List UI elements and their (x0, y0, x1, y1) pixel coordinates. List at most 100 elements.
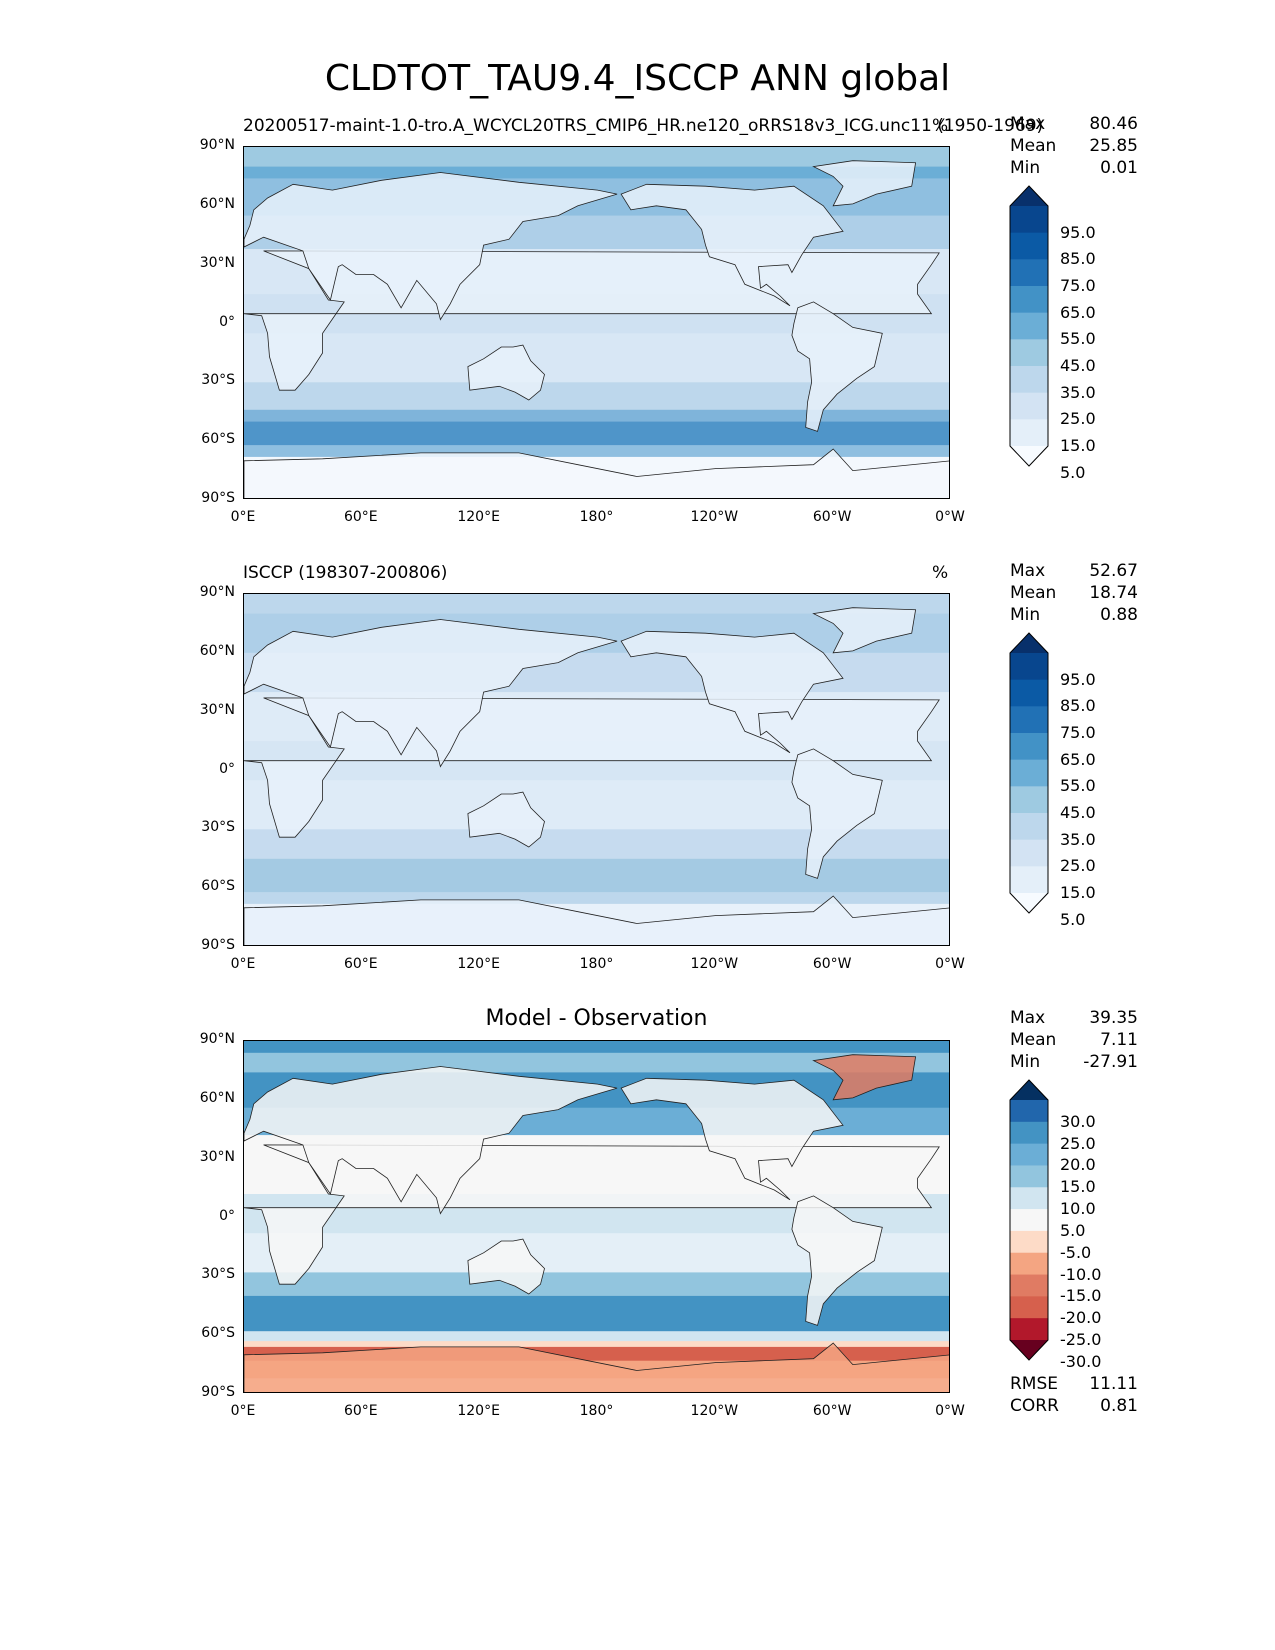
colorbar-segment (1010, 286, 1048, 314)
lat-tick-label: 60°N (199, 195, 235, 212)
eurasia-coastline (244, 619, 618, 768)
colorbar-tick-label: 25.0 (1060, 1133, 1096, 1153)
colorbar-segment (1010, 206, 1048, 234)
lon-tick-label: 60°W (812, 956, 852, 972)
colorbar-tick-label: -20.0 (1060, 1308, 1102, 1328)
lat-tick-label: 30°N (199, 701, 235, 718)
colorbar-segment (1010, 866, 1048, 894)
lon-tick-label: 0°E (230, 956, 256, 972)
colorbar-extend-max (1010, 633, 1048, 653)
australia-coastline (467, 1238, 545, 1295)
lat-tick-label: 0° (219, 313, 235, 330)
lat-tick-label: 90°S (201, 490, 235, 506)
colorbar (1009, 632, 1049, 914)
greenland-coastline (812, 160, 917, 207)
stat-label: Mean (1010, 136, 1057, 156)
antarctica-coastline (244, 448, 949, 498)
eurasia-coastline (244, 1066, 618, 1215)
colorbar-segment (1010, 366, 1048, 394)
stat-row: Mean 18.74 (1010, 582, 1138, 604)
lat-tick-label: 30°S (201, 372, 235, 389)
antarctica-coastline (244, 1342, 949, 1392)
colorbar-tick-label: 35.0 (1060, 382, 1096, 402)
error-stats-block: RMSE 11.11 CORR 0.81 (1010, 1373, 1138, 1417)
colorbar-tick-label: 95.0 (1060, 669, 1096, 689)
stat-label: Min (1010, 1052, 1041, 1072)
stat-row: Max 80.46 (1010, 113, 1138, 135)
zonal-band (244, 858, 949, 893)
stat-row: Max 39.35 (1010, 1007, 1138, 1029)
zonal-band (244, 594, 949, 615)
australia-coastline (467, 791, 545, 848)
map-panel (243, 146, 950, 499)
colorbar (1009, 1079, 1049, 1361)
colorbar-extend-max (1010, 186, 1048, 206)
colorbar-tick-label: 15.0 (1060, 883, 1096, 902)
north-america-coastline (620, 630, 844, 754)
colorbar-tick-label: 45.0 (1060, 356, 1096, 375)
stat-row: Min 0.88 (1010, 604, 1138, 626)
panel-title: Model - Observation (485, 1006, 708, 1031)
map-field (244, 147, 949, 498)
lon-tick-label: 180° (579, 1403, 614, 1419)
colorbar-outline (1009, 632, 1049, 914)
colorbar-outline (1009, 185, 1049, 467)
stat-row: RMSE 11.11 (1010, 1373, 1138, 1395)
stats-block: Max 39.35 Mean 7.11 Min -27.91 (1010, 1007, 1138, 1073)
colorbar-tick-label: -15.0 (1060, 1286, 1102, 1306)
colorbar-tick-label: -25.0 (1060, 1330, 1102, 1349)
lat-tick-label: 60°S (201, 1325, 235, 1342)
stat-row: Min 0.01 (1010, 157, 1138, 179)
colorbar-segment (1010, 232, 1048, 260)
lon-tick-label: 120°W (690, 1403, 739, 1419)
panel-title-left: ISCCP (198307-200806) (243, 563, 448, 583)
lon-tick-label: 0°E (230, 1403, 256, 1419)
colorbar-tick-label: 45.0 (1060, 803, 1096, 822)
stat-value: 25.85 (1089, 136, 1138, 156)
colorbar-segment (1010, 1252, 1048, 1275)
antarctica-coastline (244, 895, 949, 945)
colorbar-tick-label: 75.0 (1060, 276, 1096, 295)
colorbar-segment (1010, 1165, 1048, 1188)
colorbar-tick-label: 65.0 (1060, 749, 1096, 769)
north-america-coastline (620, 1077, 844, 1201)
stat-label: Min (1010, 158, 1041, 178)
stat-row: Max 52.67 (1010, 560, 1138, 582)
australia-coastline (467, 344, 545, 401)
colorbar-tick-label: 5.0 (1060, 909, 1086, 929)
stat-value: 52.67 (1089, 561, 1138, 581)
stat-value: 7.11 (1100, 1030, 1138, 1050)
lon-tick-label: 0°E (230, 509, 256, 525)
figure-title: CLDTOT_TAU9.4_ISCCP ANN global (324, 58, 951, 99)
stat-row: Mean 25.85 (1010, 135, 1138, 157)
stat-label: Max (1010, 561, 1046, 581)
stat-label: Mean (1010, 583, 1057, 603)
colorbar-tick-label: -5.0 (1060, 1242, 1092, 1262)
map-field (244, 594, 949, 945)
colorbar-extend-max (1010, 1080, 1048, 1100)
colorbar-segment (1010, 786, 1048, 814)
colorbar-tick-label: 65.0 (1060, 302, 1096, 322)
colorbar-tick-label: 85.0 (1060, 696, 1096, 716)
lat-tick-label: 30°N (199, 254, 235, 271)
colorbar-tick-label: 85.0 (1060, 249, 1096, 269)
lon-tick-label: 180° (579, 956, 614, 972)
lon-tick-label: 60°W (812, 509, 852, 525)
stats-block: Max 80.46 Mean 25.85 Min 0.01 (1010, 113, 1138, 179)
lat-tick-label: 90°N (199, 1031, 235, 1047)
colorbar-tick-label: 95.0 (1060, 222, 1096, 242)
lon-tick-label: 60°E (343, 956, 378, 972)
colorbar-segment (1010, 1296, 1048, 1319)
lon-tick-label: 60°E (343, 509, 378, 525)
zonal-band (244, 892, 949, 905)
lon-tick-label: 120°E (457, 1403, 500, 1419)
lat-tick-label: 60°S (201, 878, 235, 895)
stat-label: RMSE (1010, 1374, 1059, 1394)
zonal-band (244, 1041, 949, 1054)
colorbar-outline (1009, 1079, 1049, 1361)
stat-value: 0.81 (1100, 1396, 1138, 1416)
colorbar-tick-label: 55.0 (1060, 776, 1096, 796)
colorbar-segment (1010, 653, 1048, 681)
south-america-coastline (791, 1195, 883, 1326)
colorbar-tick-label: 35.0 (1060, 829, 1096, 849)
